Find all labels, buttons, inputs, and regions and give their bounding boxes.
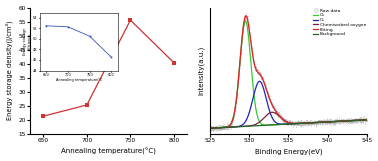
- Y-axis label: Energy storage density(J/cm³): Energy storage density(J/cm³): [6, 21, 13, 120]
- X-axis label: Annealing temperature(°C): Annealing temperature(°C): [61, 148, 156, 155]
- Y-axis label: Intensity(a.u.): Intensity(a.u.): [198, 46, 204, 95]
- Legend: Raw data, O₁, Oᵥ, Chemisorbed oxygen, Fitting, Background: Raw data, O₁, Oᵥ, Chemisorbed oxygen, Fi…: [313, 8, 366, 36]
- X-axis label: Binding Energy(eV): Binding Energy(eV): [255, 148, 322, 155]
